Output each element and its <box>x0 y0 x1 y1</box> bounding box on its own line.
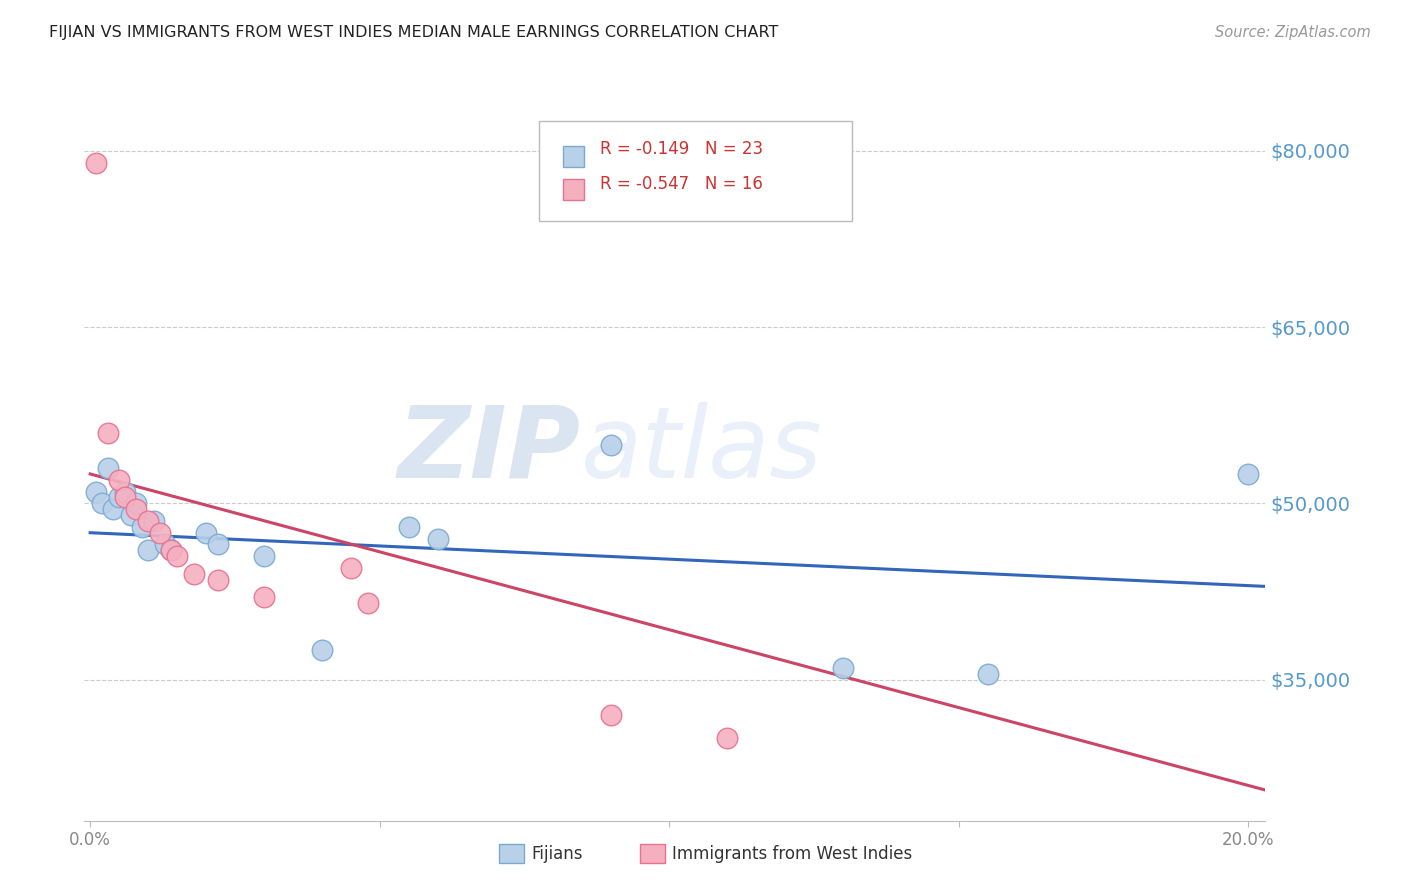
Point <box>311 643 333 657</box>
Point <box>114 491 136 505</box>
Point <box>183 566 205 581</box>
Point <box>103 502 125 516</box>
Text: FIJIAN VS IMMIGRANTS FROM WEST INDIES MEDIAN MALE EARNINGS CORRELATION CHART: FIJIAN VS IMMIGRANTS FROM WEST INDIES ME… <box>49 25 779 40</box>
Text: atlas: atlas <box>581 402 823 499</box>
Point <box>160 543 183 558</box>
Point <box>716 731 738 746</box>
Point <box>339 561 361 575</box>
Point <box>976 666 998 681</box>
Point <box>96 461 118 475</box>
Point <box>253 549 276 564</box>
Point <box>166 549 188 564</box>
FancyBboxPatch shape <box>538 121 852 221</box>
Text: ZIP: ZIP <box>398 402 581 499</box>
Point <box>155 537 177 551</box>
Text: Fijians: Fijians <box>531 845 583 863</box>
Point <box>114 484 136 499</box>
Point <box>108 491 131 505</box>
Text: R = -0.149   N = 23: R = -0.149 N = 23 <box>600 140 763 158</box>
Point <box>253 591 276 605</box>
Point <box>108 473 131 487</box>
Point <box>207 573 229 587</box>
Text: R = -0.547   N = 16: R = -0.547 N = 16 <box>600 175 763 193</box>
Point <box>600 707 623 722</box>
Point <box>96 425 118 440</box>
Bar <box>562 179 583 200</box>
Text: Source: ZipAtlas.com: Source: ZipAtlas.com <box>1215 25 1371 40</box>
Point <box>149 525 172 540</box>
Point <box>600 437 623 451</box>
Point <box>125 502 148 516</box>
Point <box>84 484 107 499</box>
Point <box>90 496 112 510</box>
Point <box>194 525 217 540</box>
Bar <box>562 145 583 167</box>
Point <box>1237 467 1260 481</box>
Point <box>398 520 420 534</box>
Point <box>426 532 449 546</box>
Point <box>125 496 148 510</box>
Point <box>84 155 107 169</box>
Point <box>160 543 183 558</box>
Point <box>831 661 853 675</box>
Point <box>142 514 165 528</box>
Point <box>120 508 142 522</box>
Point <box>357 596 380 610</box>
Point <box>136 514 159 528</box>
Point <box>207 537 229 551</box>
Point <box>136 543 159 558</box>
Point <box>131 520 153 534</box>
Text: Immigrants from West Indies: Immigrants from West Indies <box>672 845 912 863</box>
